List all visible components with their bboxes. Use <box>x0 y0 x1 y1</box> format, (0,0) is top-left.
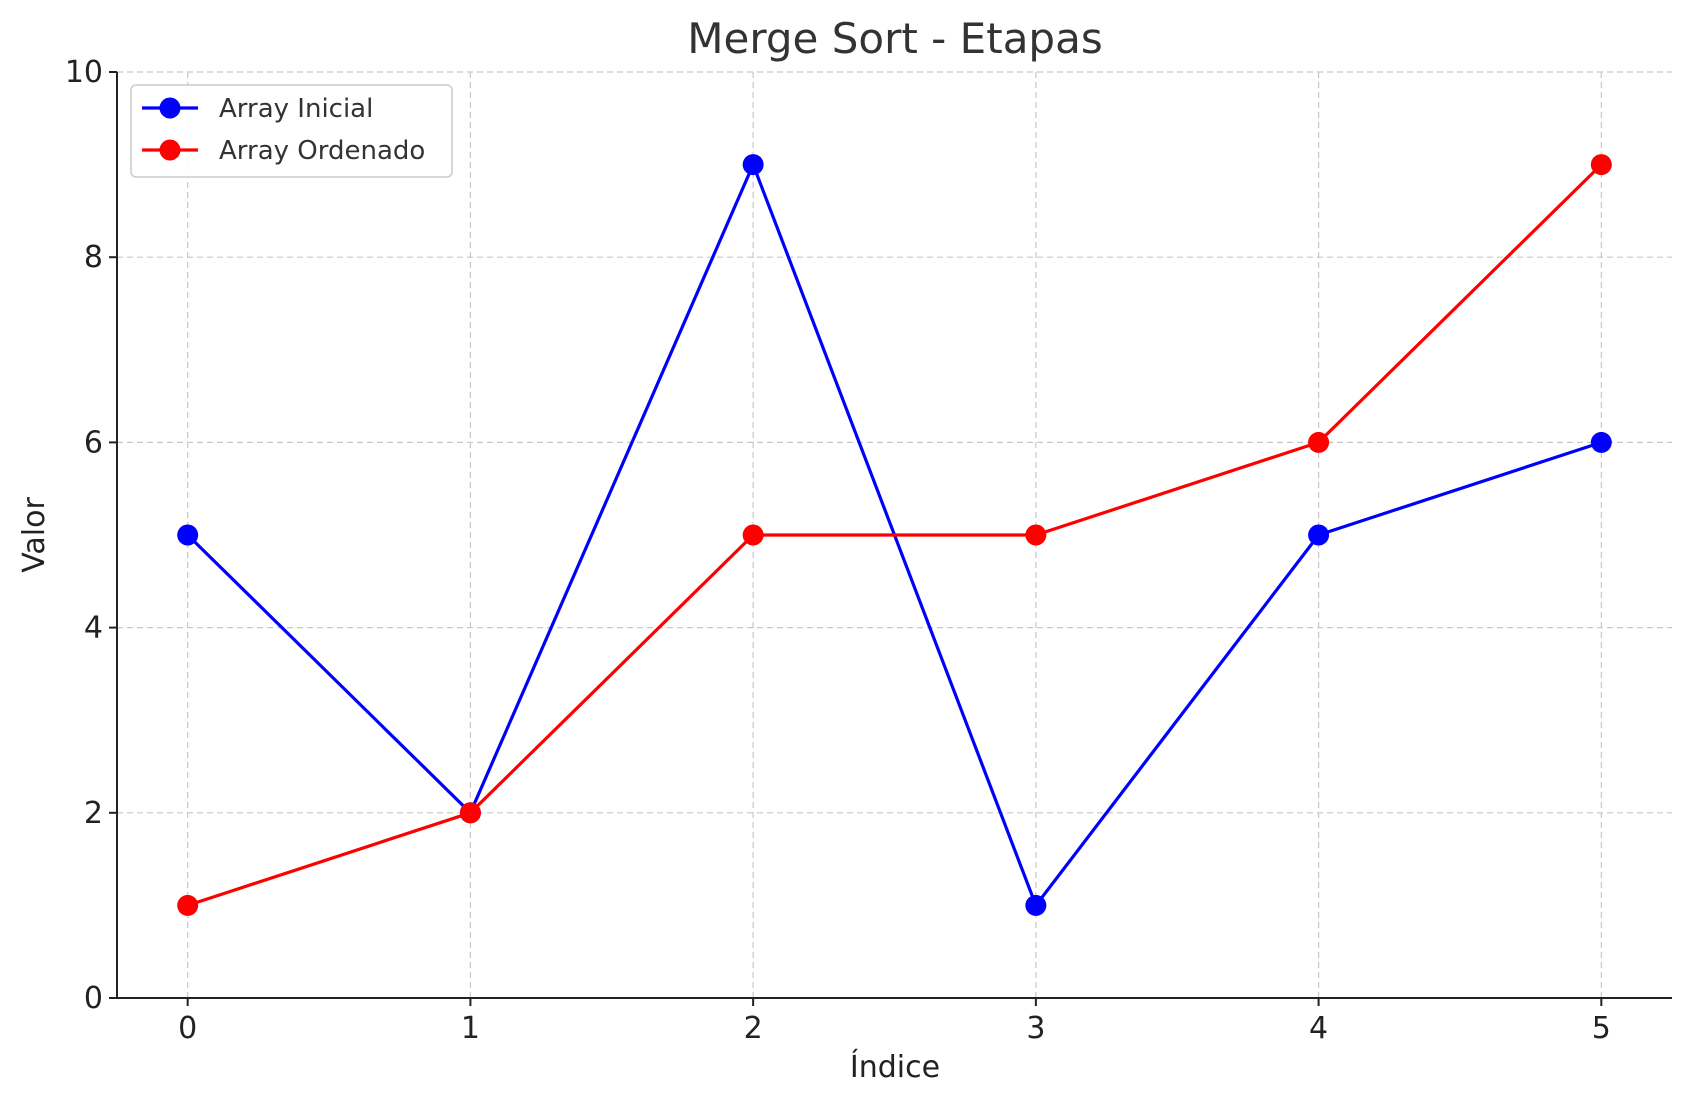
y-tick-label: 0 <box>84 981 103 1016</box>
data-point-array-inicial <box>1308 524 1330 546</box>
data-point-array-inicial <box>1025 894 1047 916</box>
y-tick-label: 4 <box>84 611 103 646</box>
x-tick-label: 2 <box>744 1011 763 1046</box>
legend-swatch-marker <box>159 97 181 119</box>
legend-label: Array Inicial <box>219 94 373 124</box>
data-point-array-ordenado <box>459 802 481 824</box>
series-line-array-ordenado <box>187 163 1603 907</box>
legend-box <box>130 84 453 178</box>
data-point-array-inicial <box>177 524 199 546</box>
data-point-array-ordenado <box>1590 154 1612 176</box>
ticks: 0 1 2 3 4 5 0 2 4 6 8 10 <box>65 55 1611 1046</box>
data-point-array-ordenado <box>177 894 199 916</box>
x-tick-label: 3 <box>1026 1011 1045 1046</box>
data-point-array-inicial <box>742 154 764 176</box>
series-layer <box>177 154 1612 916</box>
x-tick-label: 5 <box>1592 1011 1611 1046</box>
chart-title: Merge Sort - Etapas <box>687 14 1102 63</box>
series-array-ordenado <box>177 154 1612 916</box>
data-point-array-ordenado <box>1308 431 1330 453</box>
data-point-array-ordenado <box>1025 524 1047 546</box>
x-axis-label: Índice <box>850 1049 940 1085</box>
x-tick-label: 1 <box>461 1011 480 1046</box>
y-tick-label: 10 <box>65 55 103 90</box>
x-tick-label: 0 <box>178 1011 197 1046</box>
legend-label: Array Ordenado <box>219 136 425 166</box>
x-tick-label: 4 <box>1309 1011 1328 1046</box>
y-tick-label: 8 <box>84 240 103 275</box>
y-tick-label: 2 <box>84 796 103 831</box>
data-point-array-inicial <box>1590 431 1612 453</box>
y-tick-label: 6 <box>84 425 103 460</box>
data-point-array-ordenado <box>742 524 764 546</box>
legend-swatch-marker <box>159 139 181 161</box>
axes <box>116 72 1672 999</box>
legend: Array Inicial Array Ordenado <box>130 84 453 178</box>
y-axis-label: Valor <box>17 497 52 573</box>
